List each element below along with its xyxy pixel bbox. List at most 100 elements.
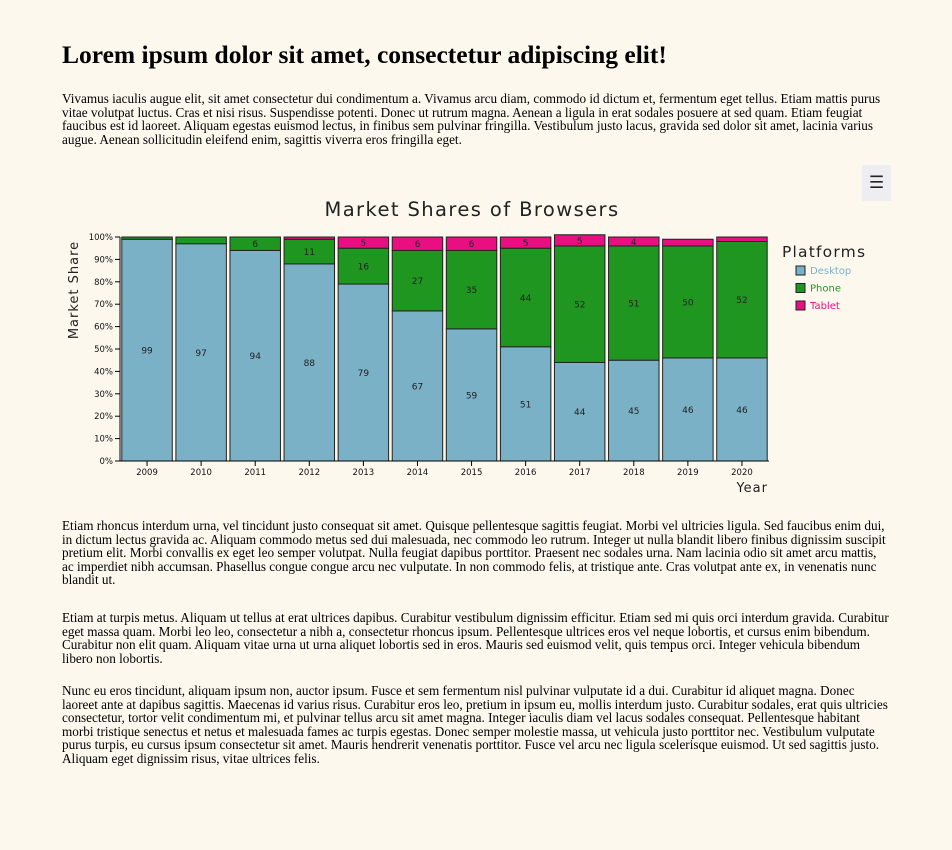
x-tick-label-2016: 2016 <box>515 468 537 478</box>
bar-desktop-2017 <box>553 361 606 462</box>
data-label-desktop-2015: 59 <box>466 391 478 401</box>
bar-desktop-2013 <box>337 283 390 462</box>
x-tick-label-2009: 2009 <box>136 468 158 478</box>
x-axis-label: Year <box>735 481 768 496</box>
bar-desktop-2009 <box>121 238 173 462</box>
legend-label-desktop: Desktop <box>810 266 851 277</box>
x-tick-label-2017: 2017 <box>569 468 591 478</box>
y-tick-label-5: 50% <box>94 345 113 355</box>
data-label-phone-2015: 35 <box>466 286 477 296</box>
bar-phone-2019 <box>662 245 714 359</box>
x-tick-label-2011: 2011 <box>244 468 266 478</box>
data-label-phone-2011: 6 <box>252 240 258 250</box>
bar-phone-2020 <box>716 240 768 359</box>
y-tick-label-0: 0% <box>100 457 114 467</box>
x-tick-label-2012: 2012 <box>298 468 320 478</box>
body-paragraph-1: Etiam rhoncus interdum urna, vel tincidu… <box>62 518 886 588</box>
y-tick-label-6: 60% <box>94 323 113 333</box>
x-tick-label-2020: 2020 <box>731 468 753 478</box>
y-tick-label-4: 40% <box>94 367 113 377</box>
data-label-phone-2013: 16 <box>358 263 370 273</box>
data-label-phone-2018: 51 <box>628 300 639 310</box>
bar-desktop-2012 <box>283 263 336 462</box>
hamburger-menu-icon: ☰ <box>868 173 885 193</box>
x-tick-label-2019: 2019 <box>677 468 699 478</box>
data-label-tablet-2013: 5 <box>361 239 367 249</box>
legend-swatch-phone <box>795 283 806 293</box>
data-label-phone-2020: 52 <box>736 296 747 306</box>
bar-tablet-2017 <box>553 234 606 247</box>
bar-phone-2016 <box>499 247 552 348</box>
data-label-desktop-2014: 67 <box>412 382 423 392</box>
data-label-phone-2019: 50 <box>682 298 694 308</box>
bar-desktop-2015 <box>445 328 498 462</box>
x-tick-label-2014: 2014 <box>407 468 429 478</box>
bar-tablet-2013 <box>337 236 390 249</box>
bar-tablet-2019 <box>662 238 714 247</box>
legend-swatch-desktop <box>795 265 806 276</box>
data-label-tablet-2014: 6 <box>415 240 421 250</box>
data-label-desktop-2016: 51 <box>520 400 531 410</box>
y-tick-label-1: 10% <box>94 435 113 445</box>
y-tick-label-3: 30% <box>94 390 113 400</box>
data-label-desktop-2020: 46 <box>736 406 748 416</box>
market-share-chart: Market Shares of Browsers 99 97 94 6 88 11 79 16… <box>67 198 866 496</box>
bar-phone-2012 <box>283 238 336 265</box>
data-label-phone-2016: 44 <box>520 294 532 304</box>
bar-phone-2013 <box>337 247 390 285</box>
y-tick-label-10: 100% <box>89 233 113 243</box>
bar-tablet-2018 <box>608 236 660 247</box>
legend-label-phone: Phone <box>810 284 841 295</box>
bar-phone-2010 <box>175 236 227 245</box>
chart-menu-button[interactable]: ☰ <box>862 165 891 201</box>
y-tick-label-2: 20% <box>94 412 113 422</box>
bar-phone-2018 <box>608 245 660 361</box>
data-label-desktop-2013: 79 <box>358 369 370 379</box>
x-tick-label-2013: 2013 <box>353 468 375 478</box>
bar-phone-2017 <box>553 245 606 363</box>
bar-phone-2009 <box>121 236 173 240</box>
y-tick-label-7: 70% <box>94 300 113 310</box>
x-tick-label-2010: 2010 <box>190 468 212 478</box>
data-label-tablet-2018: 4 <box>631 238 637 248</box>
bar-desktop-2011 <box>229 249 281 462</box>
data-label-phone-2012: 11 <box>304 248 315 258</box>
intro-paragraph: Vivamus iaculis augue elit, sit amet con… <box>62 91 881 147</box>
data-label-tablet-2015: 6 <box>469 240 475 250</box>
legend-label-tablet: Tablet <box>809 301 840 312</box>
x-tick-label-2015: 2015 <box>461 468 483 478</box>
body-paragraph-2: Etiam at turpis metus. Aliquam ut tellus… <box>62 610 889 666</box>
data-label-tablet-2017: 5 <box>577 237 583 247</box>
chart-title: Market Shares of Browsers <box>324 198 619 221</box>
bar-desktop-2019 <box>662 357 714 462</box>
data-label-desktop-2010: 97 <box>195 349 206 359</box>
bar-tablet-2014 <box>391 236 444 251</box>
data-label-phone-2014: 27 <box>412 277 423 287</box>
bar-phone-2011 <box>229 236 281 251</box>
bar-tablet-2015 <box>445 236 498 251</box>
bar-desktop-2020 <box>716 357 768 462</box>
legend-title: Platforms <box>782 243 866 261</box>
data-label-tablet-2016: 5 <box>523 239 529 249</box>
data-label-desktop-2019: 46 <box>682 406 694 416</box>
bar-desktop-2018 <box>608 359 660 462</box>
body-paragraph-3: Nunc eu eros tincidunt, aliquam ipsum no… <box>62 683 888 766</box>
data-label-desktop-2017: 44 <box>574 408 586 418</box>
x-tick-label-2018: 2018 <box>623 468 645 478</box>
data-label-desktop-2012: 88 <box>304 359 316 369</box>
bar-tablet-2020 <box>716 236 768 242</box>
y-axis-label: Market Share <box>67 241 82 339</box>
page-title: Lorem ipsum dolor sit amet, consectetur … <box>62 40 667 69</box>
bar-tablet-2012 <box>283 236 336 240</box>
y-tick-label-8: 80% <box>94 278 113 288</box>
bar-phone-2015 <box>445 249 498 330</box>
y-tick-label-9: 90% <box>94 255 113 265</box>
data-label-desktop-2018: 45 <box>628 407 639 417</box>
data-label-desktop-2011: 94 <box>249 352 261 362</box>
bar-tablet-2016 <box>499 236 552 249</box>
data-label-desktop-2009: 99 <box>141 347 153 357</box>
data-label-phone-2017: 52 <box>574 301 585 311</box>
bar-desktop-2014 <box>391 310 444 462</box>
legend-swatch-tablet <box>795 300 806 311</box>
